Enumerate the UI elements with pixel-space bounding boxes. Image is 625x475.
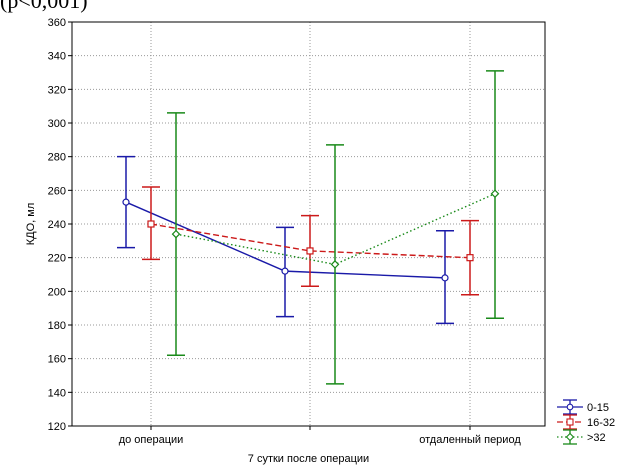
y-tick-label: 240 bbox=[48, 219, 66, 231]
y-axis-label: КДО, мл bbox=[25, 203, 37, 246]
y-tick-label: 180 bbox=[48, 320, 66, 332]
grid bbox=[72, 22, 545, 426]
legend-marker bbox=[566, 418, 574, 426]
y-tick-label: 340 bbox=[48, 51, 66, 63]
series-2 bbox=[142, 186, 479, 296]
data-point bbox=[147, 220, 155, 228]
y-tick-label: 160 bbox=[48, 354, 66, 366]
data-point bbox=[466, 254, 474, 262]
y-tick-label: 200 bbox=[48, 286, 66, 298]
legend-label: >32 bbox=[587, 432, 606, 444]
data-point bbox=[490, 189, 500, 199]
data-point bbox=[441, 274, 449, 282]
x-axis-label: 7 сутки после операции bbox=[248, 453, 369, 465]
data-point bbox=[122, 198, 130, 206]
series-3 bbox=[167, 70, 504, 385]
x-tick-label: до операции bbox=[119, 434, 184, 446]
cropped-top-text: (р<0,001) bbox=[0, 0, 88, 13]
y-tick-label: 360 bbox=[48, 17, 66, 29]
data-point bbox=[281, 267, 289, 275]
legend-item-2: 16-32 bbox=[557, 414, 615, 430]
legend-item-3: >32 bbox=[557, 429, 606, 445]
y-tick-label: 220 bbox=[48, 253, 66, 265]
x-tick-label: отдаленный период bbox=[419, 434, 521, 446]
y-tick-label: 140 bbox=[48, 387, 66, 399]
legend-label: 0-15 bbox=[587, 402, 609, 414]
y-tick-label: 300 bbox=[48, 118, 66, 130]
y-tick-label: 120 bbox=[48, 421, 66, 433]
legend-item-1: 0-15 bbox=[557, 399, 609, 415]
legend: 0-15 16-32 >32 bbox=[557, 399, 615, 445]
series-1 bbox=[117, 155, 454, 325]
legend-label: 16-32 bbox=[587, 417, 615, 429]
data-point bbox=[306, 247, 314, 255]
legend-marker bbox=[565, 432, 575, 442]
data-point bbox=[330, 260, 340, 269]
y-tick-label: 320 bbox=[48, 84, 66, 96]
legend-marker bbox=[566, 403, 574, 411]
series-layer bbox=[117, 70, 504, 385]
y-tick-label: 260 bbox=[48, 185, 66, 197]
axis-ticks: 120 140 160 180 200 220 240 260 280 300 320 340 360 д… bbox=[48, 17, 522, 446]
data-point bbox=[171, 229, 181, 239]
plot-frame bbox=[71, 21, 546, 427]
y-tick-label: 280 bbox=[48, 152, 66, 164]
